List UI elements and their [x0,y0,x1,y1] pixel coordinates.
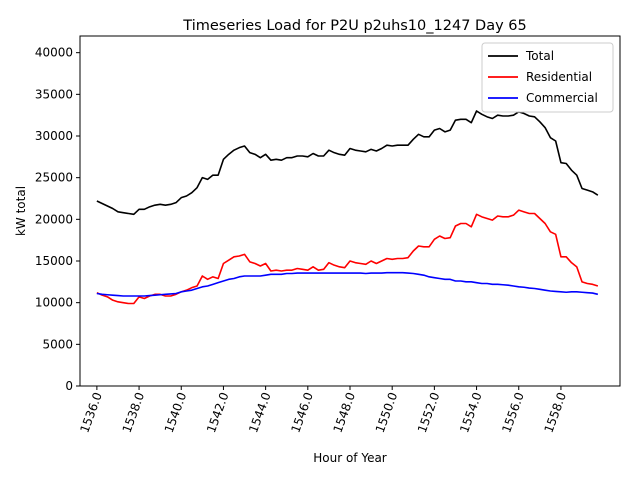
x-axis-label: Hour of Year [313,451,387,465]
legend-label-residential: Residential [526,70,592,84]
legend: Total Residential Commercial [481,42,614,113]
y-tick-label: 20000 [35,212,73,226]
chart-title: Timeseries Load for P2U p2uhs10_1247 Day… [182,18,526,34]
y-axis-ticks: 0 5000 10000 15000 20000 25000 30000 35000 40000 [35,46,80,393]
series-group [96,110,599,305]
y-tick-label: 35000 [35,87,73,101]
legend-box [481,42,614,113]
y-tick-label: 15000 [35,254,73,268]
y-tick-label: 30000 [35,129,73,143]
y-tick-label: 25000 [35,171,73,185]
legend-label-commercial: Commercial [526,91,598,105]
y-tick-label: 0 [65,379,73,393]
y-axis-label: kW total [14,186,28,236]
legend-label-total: Total [525,49,554,63]
y-tick-label: 10000 [35,296,73,310]
y-tick-label: 5000 [42,337,73,351]
plot-area [79,35,621,387]
series-line-commercial [96,271,599,297]
series-line-total [96,110,599,216]
y-tick-label: 40000 [35,46,73,60]
